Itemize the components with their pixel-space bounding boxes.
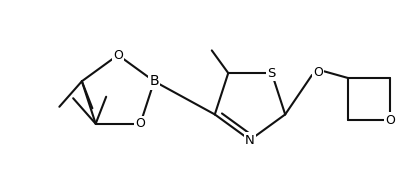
Text: S: S <box>268 67 276 80</box>
Text: O: O <box>313 65 323 78</box>
Text: O: O <box>136 117 145 130</box>
Text: B: B <box>149 74 159 88</box>
Text: N: N <box>245 134 255 147</box>
Text: O: O <box>385 114 395 127</box>
Text: O: O <box>113 48 123 61</box>
